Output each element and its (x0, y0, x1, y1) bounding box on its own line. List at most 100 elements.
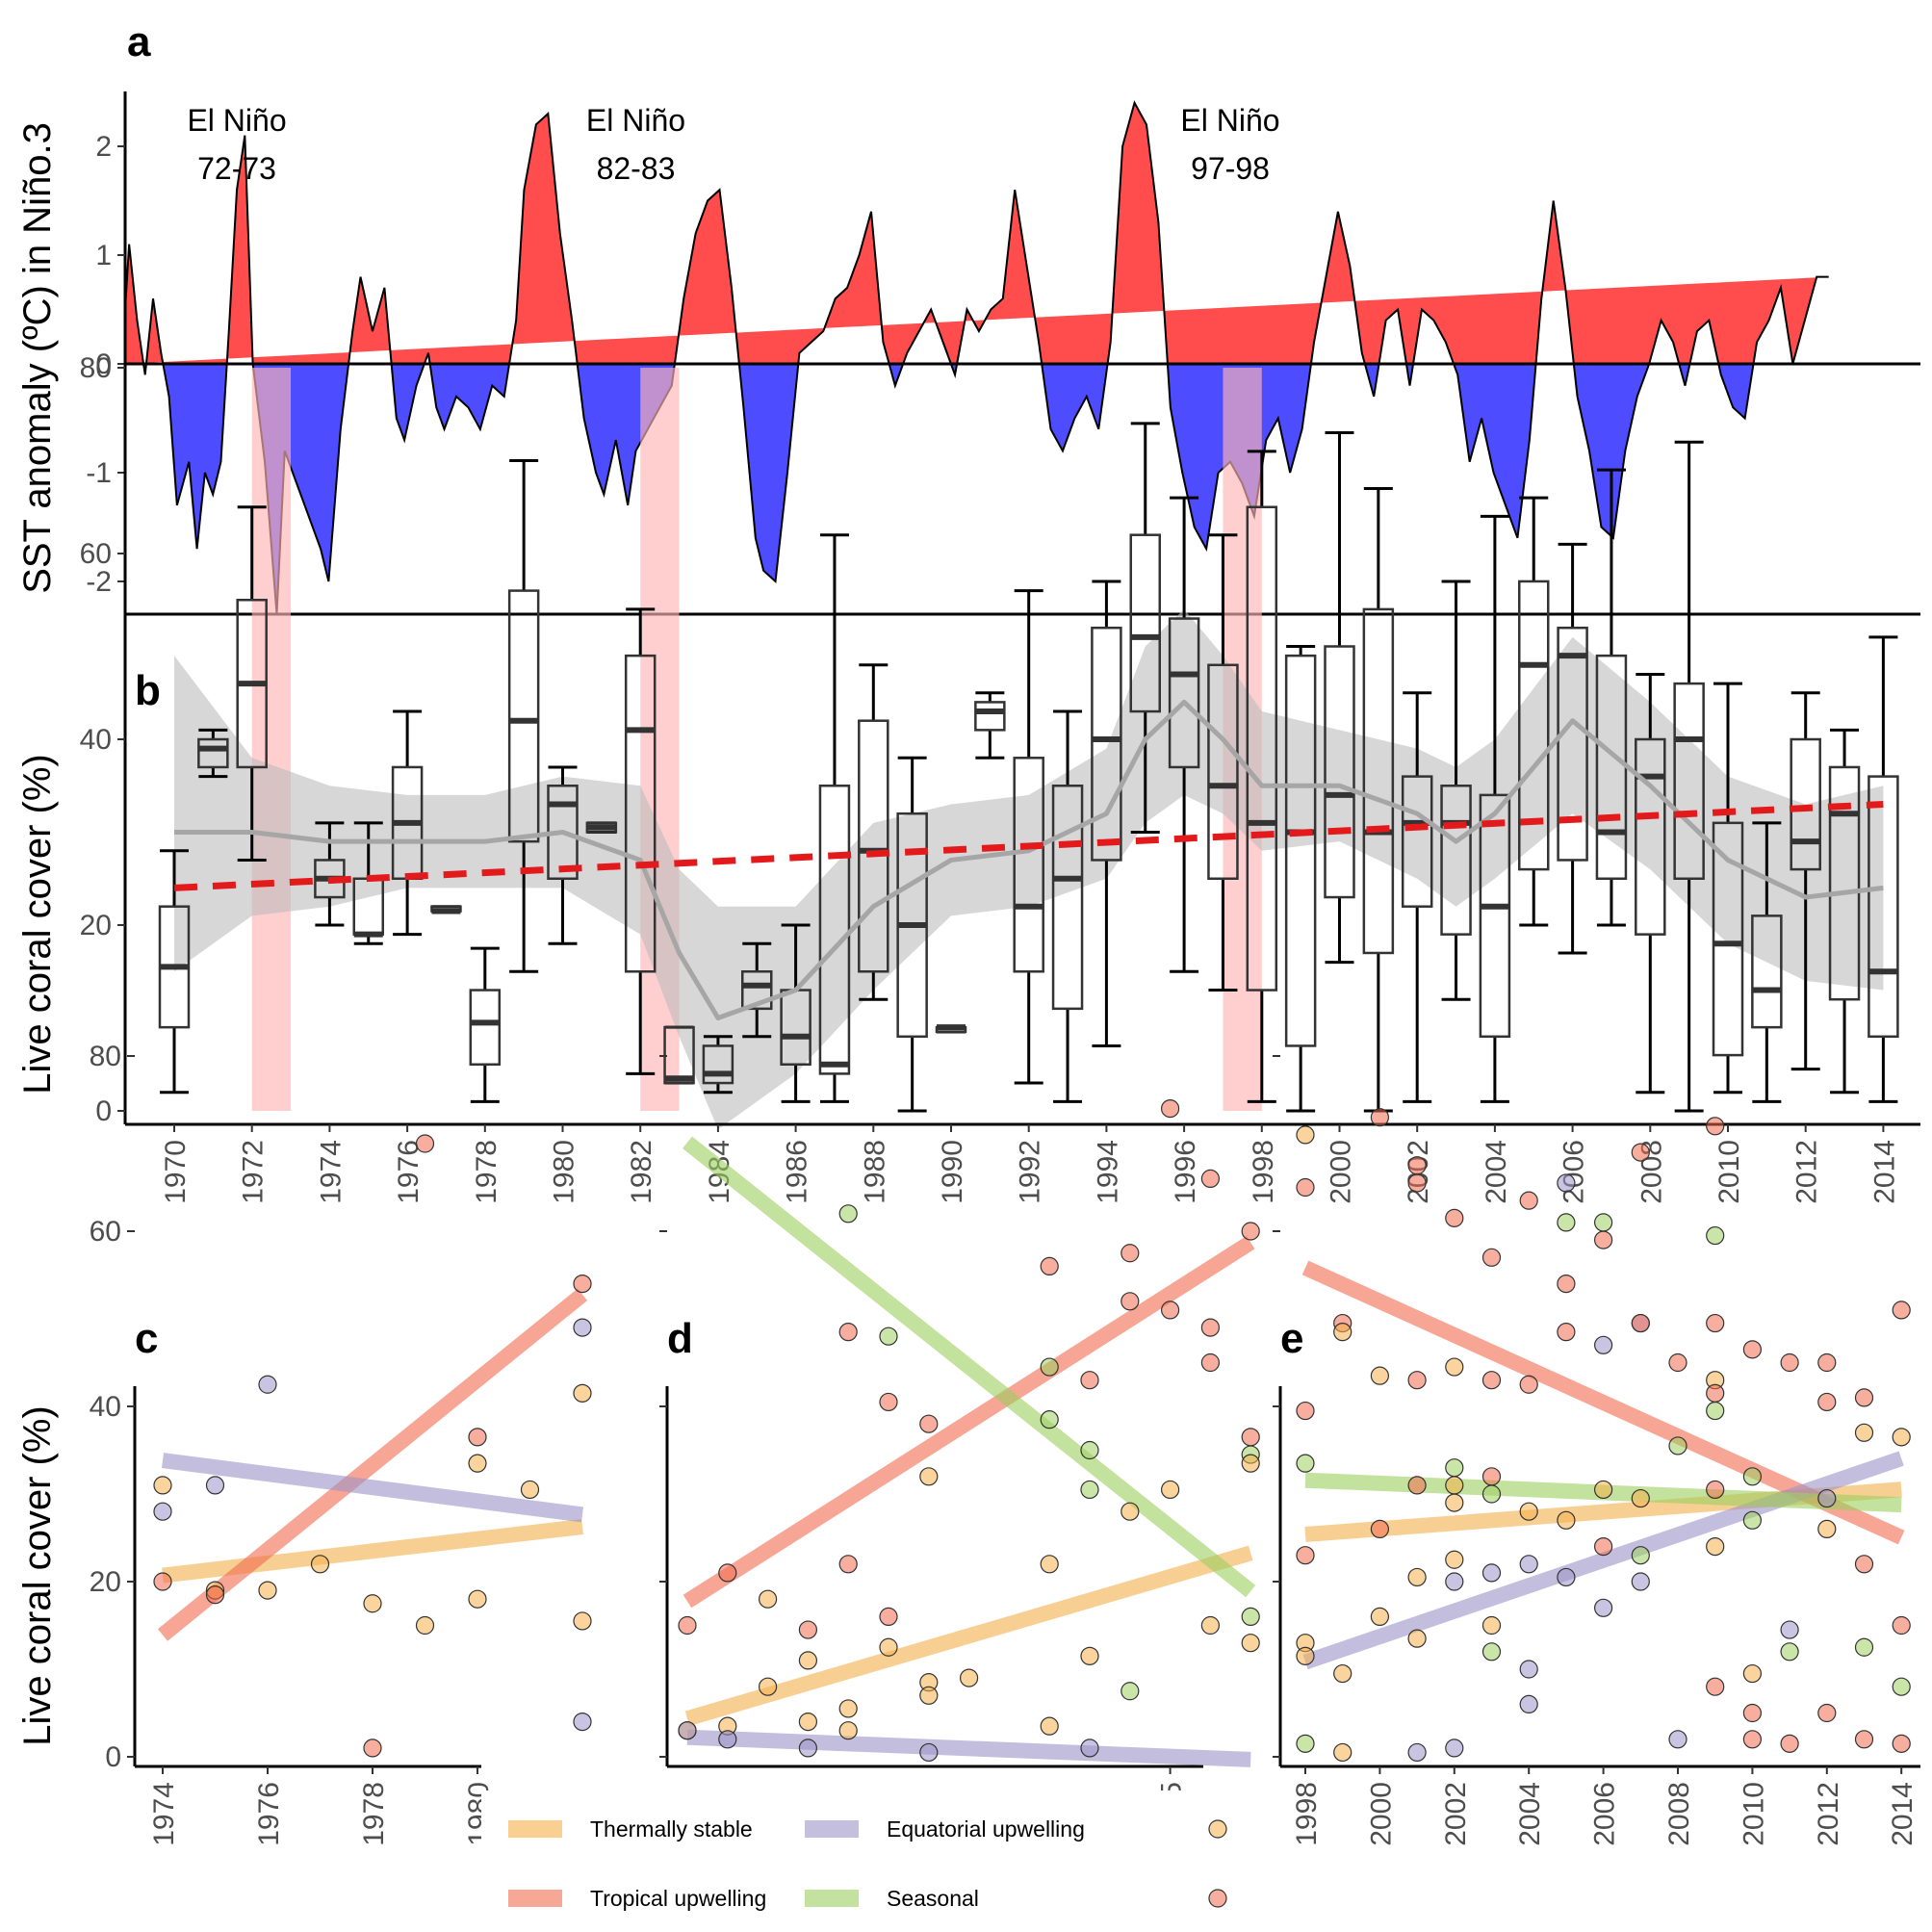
point-seasonal (1040, 1410, 1059, 1430)
point-tropical_upwelling (1296, 1177, 1315, 1198)
box-iqr (1324, 645, 1355, 899)
point-thermally_stable (838, 1721, 858, 1740)
legend-label-equatorial_upwelling: Equatorial upwelling (887, 1816, 1085, 1842)
legend-swatch-tropical_upwelling (508, 1890, 562, 1907)
point-tropical_upwelling (1557, 1323, 1576, 1342)
point-equatorial_upwelling (1445, 1572, 1464, 1591)
point-tropical_upwelling (1854, 1555, 1874, 1574)
point-tropical_upwelling (1892, 1734, 1911, 1753)
point-tropical_upwelling (1121, 1244, 1140, 1263)
point-thermally_stable (310, 1555, 330, 1574)
y-tick-label-c: 60 (90, 1216, 121, 1248)
point-thermally_stable (1333, 1663, 1352, 1684)
point-seasonal (1854, 1637, 1874, 1657)
box-2006 (1557, 542, 1588, 955)
point-thermally_stable (1631, 1488, 1650, 1508)
point-thermally_stable (1892, 1428, 1911, 1447)
point-tropical_upwelling (1817, 1703, 1837, 1723)
x-tick-label-b: 2014 (1868, 1140, 1900, 1204)
point-thermally_stable (468, 1454, 487, 1473)
point-seasonal (1241, 1607, 1260, 1627)
x-tick-label-b: 1978 (471, 1140, 502, 1204)
point-seasonal (1706, 1225, 1725, 1246)
box-iqr (624, 654, 657, 973)
fit-line-equatorial_upwelling (1302, 1451, 1904, 1670)
point-equatorial_upwelling (153, 1502, 172, 1521)
point-thermally_stable (1407, 1567, 1427, 1587)
point-seasonal (1080, 1480, 1099, 1500)
point-thermally_stable (758, 1677, 778, 1696)
box-iqr (197, 737, 229, 769)
box-iqr (1518, 580, 1550, 871)
point-seasonal (1780, 1642, 1799, 1662)
legend-label-tropical_upwelling: Tropical upwelling (590, 1886, 766, 1911)
legend-item-tropical_upwelling: Tropical upwelling (508, 1886, 766, 1911)
point-equatorial_upwelling (1557, 1567, 1576, 1587)
point-tropical_upwelling (1854, 1388, 1874, 1407)
point-tropical_upwelling (1892, 1301, 1911, 1320)
box-iqr (1013, 757, 1044, 973)
box-1985 (741, 941, 773, 1039)
box-1991 (974, 691, 1006, 760)
point-tropical_upwelling (153, 1572, 172, 1591)
point-tropical_upwelling (1407, 1173, 1427, 1193)
point-tropical_upwelling (363, 1739, 382, 1758)
legend-point-tropical_upwelling (1208, 1889, 1227, 1908)
point-equatorial_upwelling (1780, 1620, 1799, 1639)
point-tropical_upwelling (1241, 1222, 1260, 1241)
point-seasonal (1481, 1642, 1502, 1662)
point-tropical_upwelling (838, 1323, 858, 1342)
point-seasonal (1040, 1357, 1059, 1377)
box-iqr (1401, 775, 1433, 908)
point-thermally_stable (1296, 1125, 1315, 1145)
legend-swatch-seasonal (805, 1890, 859, 1907)
point-tropical_upwelling (1080, 1371, 1099, 1390)
point-thermally_stable (1160, 1480, 1180, 1500)
point-seasonal (1296, 1454, 1315, 1473)
point-thermally_stable (838, 1699, 858, 1718)
point-tropical_upwelling (1200, 1352, 1221, 1373)
box-iqr (858, 719, 889, 973)
point-thermally_stable (1370, 1607, 1390, 1627)
box-1990 (935, 1024, 967, 1034)
x-tick-label-b: 1974 (315, 1140, 347, 1204)
box-1993 (1051, 709, 1084, 1103)
point-tropical_upwelling (1407, 1371, 1427, 1390)
point-thermally_stable (415, 1615, 435, 1636)
box-1979 (507, 459, 540, 973)
box-2014 (1868, 635, 1899, 1103)
point-seasonal (1481, 1484, 1502, 1504)
point-equatorial_upwelling (1631, 1572, 1650, 1591)
point-tropical_upwelling (1668, 1352, 1687, 1373)
legend-item-seasonal: Seasonal (805, 1886, 979, 1911)
point-equatorial_upwelling (1445, 1739, 1464, 1758)
point-equatorial_upwelling (1407, 1742, 1427, 1763)
x-tick-label-b: 1988 (859, 1140, 890, 1204)
y-axis-title-c: Live coral cover (%) (16, 1405, 59, 1745)
fit-line-equatorial_upwelling (686, 1729, 1251, 1767)
el-nino-annotation-1: El Niño (586, 103, 685, 138)
point-seasonal (1557, 1213, 1576, 1232)
point-tropical_upwelling (1854, 1730, 1874, 1749)
point-thermally_stable (1121, 1502, 1140, 1521)
x-tick-label-b: 1970 (160, 1140, 192, 1204)
point-tropical_upwelling (1557, 1274, 1576, 1294)
el-nino-annotation-2: El Niño (1180, 103, 1279, 138)
box-1989 (896, 756, 928, 1113)
point-thermally_stable (879, 1637, 898, 1657)
point-tropical_upwelling (1481, 1467, 1502, 1486)
y-tick-label-b: 80 (80, 352, 112, 384)
x-tick-label-b: 2006 (1558, 1140, 1590, 1204)
point-seasonal (1080, 1440, 1099, 1460)
warm-anomaly-area (125, 102, 1829, 364)
legend-item-thermally_stable: Thermally stable (508, 1816, 753, 1842)
point-tropical_upwelling (1706, 1117, 1725, 1136)
point-tropical_upwelling (1160, 1301, 1180, 1320)
point-tropical_upwelling (1296, 1546, 1315, 1565)
point-thermally_stable (573, 1383, 592, 1403)
y-axis-title-a: SST anomaly (ºC) in Niño.3 (16, 122, 59, 594)
box-1995 (1129, 422, 1161, 834)
point-equatorial_upwelling (718, 1730, 737, 1749)
